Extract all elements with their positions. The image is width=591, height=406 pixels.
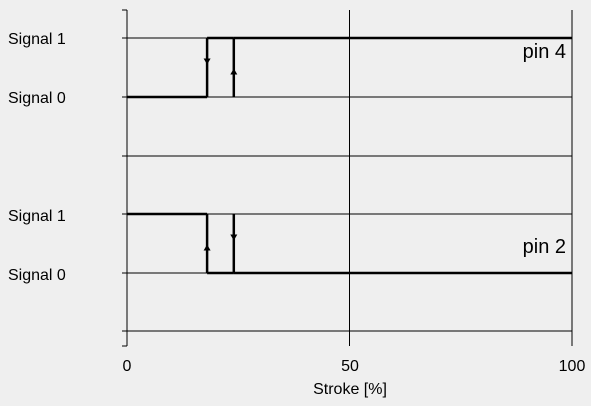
transition-arrow-down (230, 234, 238, 241)
top-signal1-label: Signal 1 (8, 31, 66, 48)
labels: Signal 1 Signal 0 Signal 1 Signal 0 pin … (8, 31, 585, 398)
top-signal0-label: Signal 0 (8, 90, 66, 107)
transition-arrow-up (203, 244, 211, 251)
transition-arrow-up (230, 68, 238, 75)
pin4-label: pin 4 (523, 41, 566, 63)
bottom-signal0-label: Signal 0 (8, 267, 66, 284)
bottom-signal1-label: Signal 1 (8, 208, 66, 225)
x-tick-label-0: 0 (123, 358, 132, 375)
trace-pin-2 (127, 212, 572, 275)
x-tick-label-100: 100 (559, 358, 586, 375)
trace-pin-4 (127, 36, 572, 99)
signal-traces (127, 36, 572, 275)
pin2-label: pin 2 (523, 236, 566, 258)
grid (122, 9, 573, 347)
x-axis-title: Stroke [%] (313, 381, 387, 398)
transition-arrow-down (203, 58, 211, 65)
x-tick-label-50: 50 (341, 358, 359, 375)
